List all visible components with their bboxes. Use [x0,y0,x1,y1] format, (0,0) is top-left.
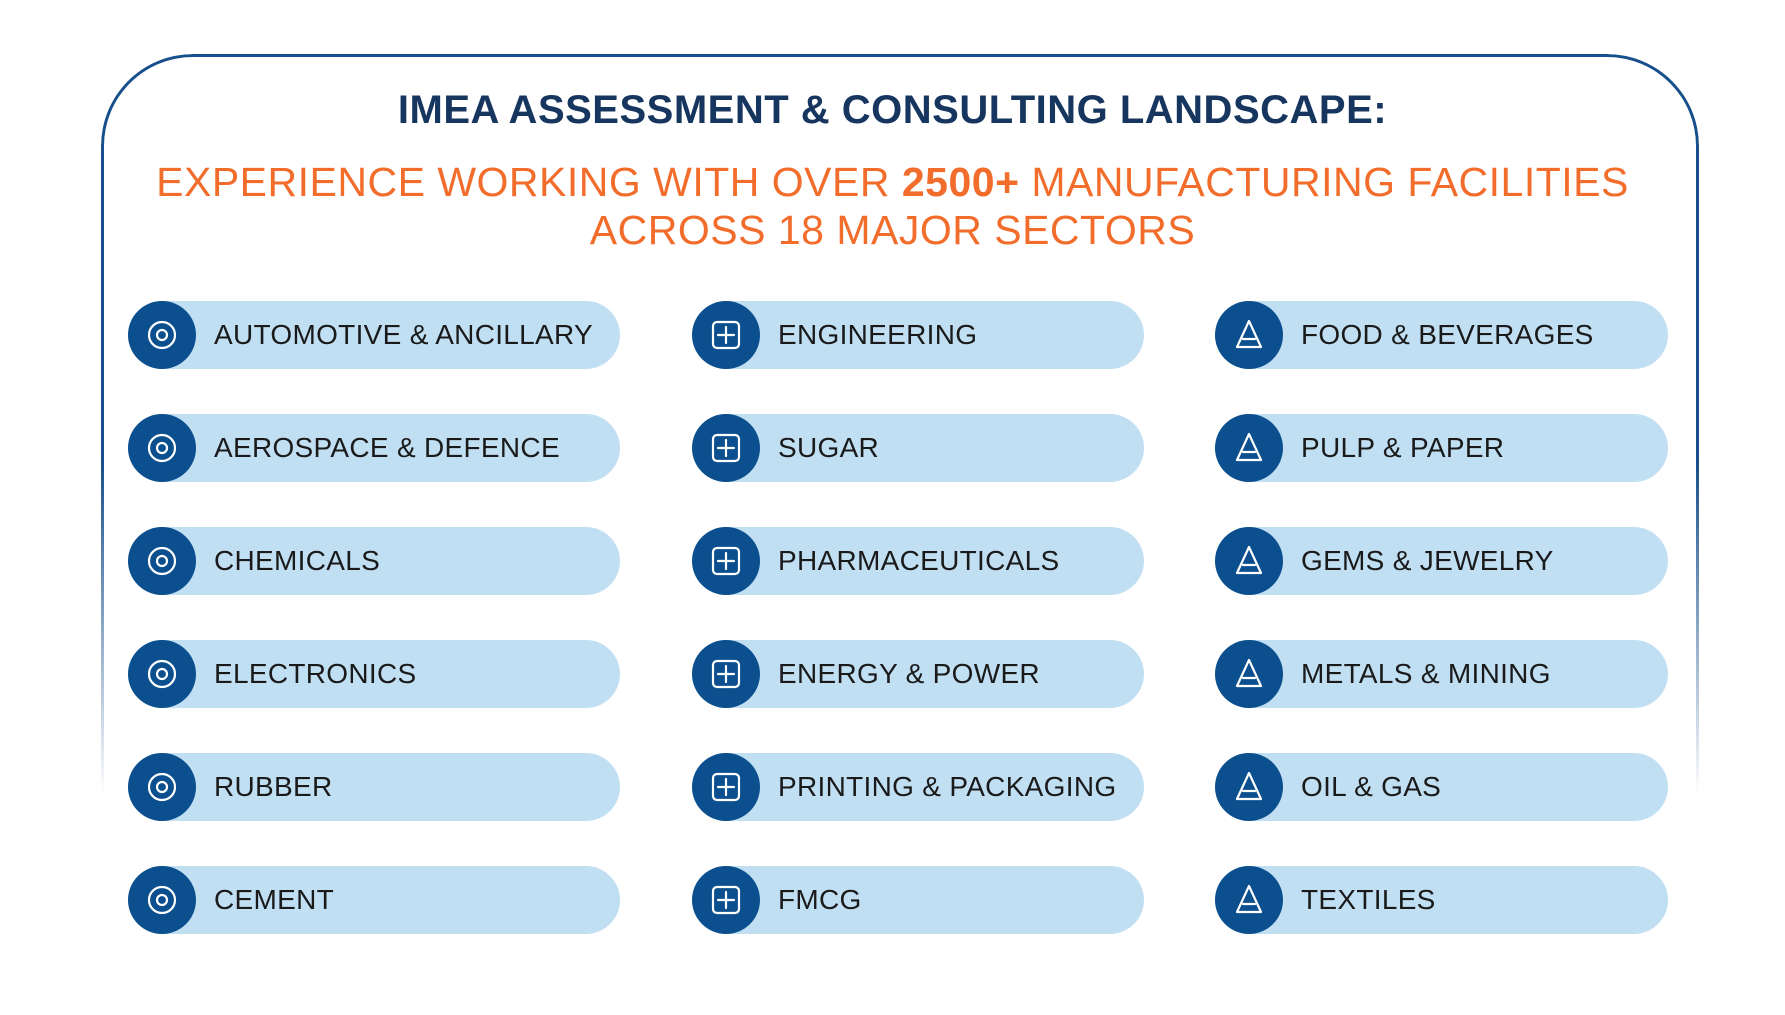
frame-border [101,54,1699,957]
sector-label: PHARMACEUTICALS [778,545,1060,576]
sector-item: AUTOMOTIVE & ANCILLARY [128,301,620,369]
sector-item: PHARMACEUTICALS [692,527,1144,595]
sector-label: ELECTRONICS [214,658,417,689]
printer-box-icon [692,753,760,821]
sector-label: PRINTING & PACKAGING [778,771,1117,802]
oil-rig-icon [1215,753,1283,821]
sector-label: GEMS & JEWELRY [1301,545,1554,576]
sector-item: METALS & MINING [1215,640,1668,708]
chip-icon [128,640,196,708]
diamond-icon [1215,527,1283,595]
subtitle-count: 2500+ [901,159,1020,205]
sector-item: CHEMICALS [128,527,620,595]
paper-roll-icon [1215,414,1283,482]
tire-icon [128,753,196,821]
sector-item: ELECTRONICS [128,640,620,708]
sector-label: AUTOMOTIVE & ANCILLARY [214,319,594,350]
sector-item: CEMENT [128,866,620,934]
car-icon [128,301,196,369]
sector-item: OIL & GAS [1215,753,1668,821]
subtitle-text: EXPERIENCE WORKING WITH OVER [156,159,902,205]
sector-label: CHEMICALS [214,545,381,576]
page-title: IMEA ASSESSMENT & CONSULTING LANDSCAPE: [397,88,1388,132]
sector-item: PRINTING & PACKAGING [692,753,1144,821]
page-subtitle: EXPERIENCE WORKING WITH OVER 2500+ MANUF… [0,158,1785,254]
sector-label: FOOD & BEVERAGES [1301,319,1594,350]
bottles-icon [692,866,760,934]
subtitle-line2: ACROSS 18 MAJOR SECTORS [589,207,1196,253]
sector-label: RUBBER [214,771,333,802]
pills-icon [692,527,760,595]
sector-item: AEROSPACE & DEFENCE [128,414,620,482]
food-drink-icon [1215,301,1283,369]
lightning-gear-icon [692,640,760,708]
sector-item: SUGAR [692,414,1144,482]
sector-item: TEXTILES [1215,866,1668,934]
jet-icon [128,414,196,482]
sector-label: AEROSPACE & DEFENCE [214,432,560,463]
sector-label: PULP & PAPER [1301,432,1505,463]
sector-item: RUBBER [128,753,620,821]
cement-bag-icon [128,866,196,934]
thread-spool-icon [1215,866,1283,934]
sector-label: ENGINEERING [778,319,978,350]
sector-label: METALS & MINING [1301,658,1551,689]
sector-item: FOOD & BEVERAGES [1215,301,1668,369]
sector-label: CEMENT [214,884,335,915]
subtitle-text-end: MANUFACTURING FACILITIES [1019,159,1629,205]
pickaxe-icon [1215,640,1283,708]
sector-label: ENERGY & POWER [778,658,1040,689]
sector-item: GEMS & JEWELRY [1215,527,1668,595]
sector-item: ENGINEERING [692,301,1144,369]
sector-item: FMCG [692,866,1144,934]
sugar-cubes-icon [692,414,760,482]
sector-item: ENERGY & POWER [692,640,1144,708]
sector-item: PULP & PAPER [1215,414,1668,482]
sector-label: FMCG [778,884,862,915]
flask-icon [128,527,196,595]
sector-label: OIL & GAS [1301,771,1442,802]
sector-label: TEXTILES [1301,884,1436,915]
gear-wrench-icon [692,301,760,369]
sector-label: SUGAR [778,432,880,463]
